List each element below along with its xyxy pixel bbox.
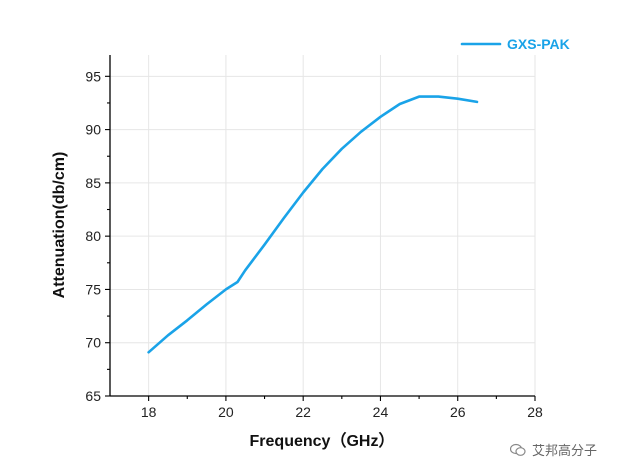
wechat-icon	[510, 443, 526, 456]
ticks: 65 70 75 80 85 90 95 18 20 22 24 26 28	[85, 68, 543, 420]
x-tick-label: 18	[141, 404, 157, 420]
plot-frame	[110, 55, 535, 396]
y-tick-label: 95	[85, 68, 101, 84]
y-tick-label: 70	[85, 335, 101, 351]
x-tick-label: 20	[218, 404, 234, 420]
watermark-text: 艾邦高分子	[532, 443, 598, 458]
grid	[110, 55, 536, 396]
y-tick-label: 75	[85, 281, 101, 297]
x-tick-label: 22	[295, 404, 311, 420]
series-line-gxs-pak	[147, 95, 479, 354]
y-tick-label: 65	[85, 388, 101, 404]
x-tick-label: 26	[450, 404, 466, 420]
watermark: 艾邦高分子	[510, 440, 597, 459]
x-tick-label: 28	[527, 404, 543, 420]
legend: GXS-PAK	[460, 36, 570, 52]
y-tick-label: 80	[85, 228, 101, 244]
y-axis-title: Attenuation(db/cm)	[51, 152, 68, 299]
x-tick-label: 24	[373, 404, 389, 420]
y-tick-label: 85	[85, 175, 101, 191]
series-layer	[147, 95, 479, 354]
y-tick-label: 90	[85, 122, 101, 138]
x-axis-title: Frequency（GHz）	[250, 432, 395, 450]
legend-label: GXS-PAK	[507, 36, 570, 52]
